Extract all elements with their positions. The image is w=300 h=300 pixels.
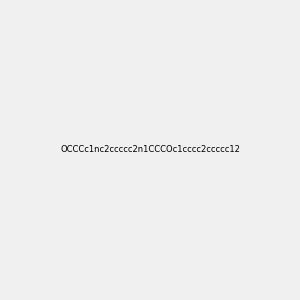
Text: OCCCc1nc2ccccc2n1CCCOc1cccc2ccccc12: OCCCc1nc2ccccc2n1CCCOc1cccc2ccccc12: [60, 146, 240, 154]
